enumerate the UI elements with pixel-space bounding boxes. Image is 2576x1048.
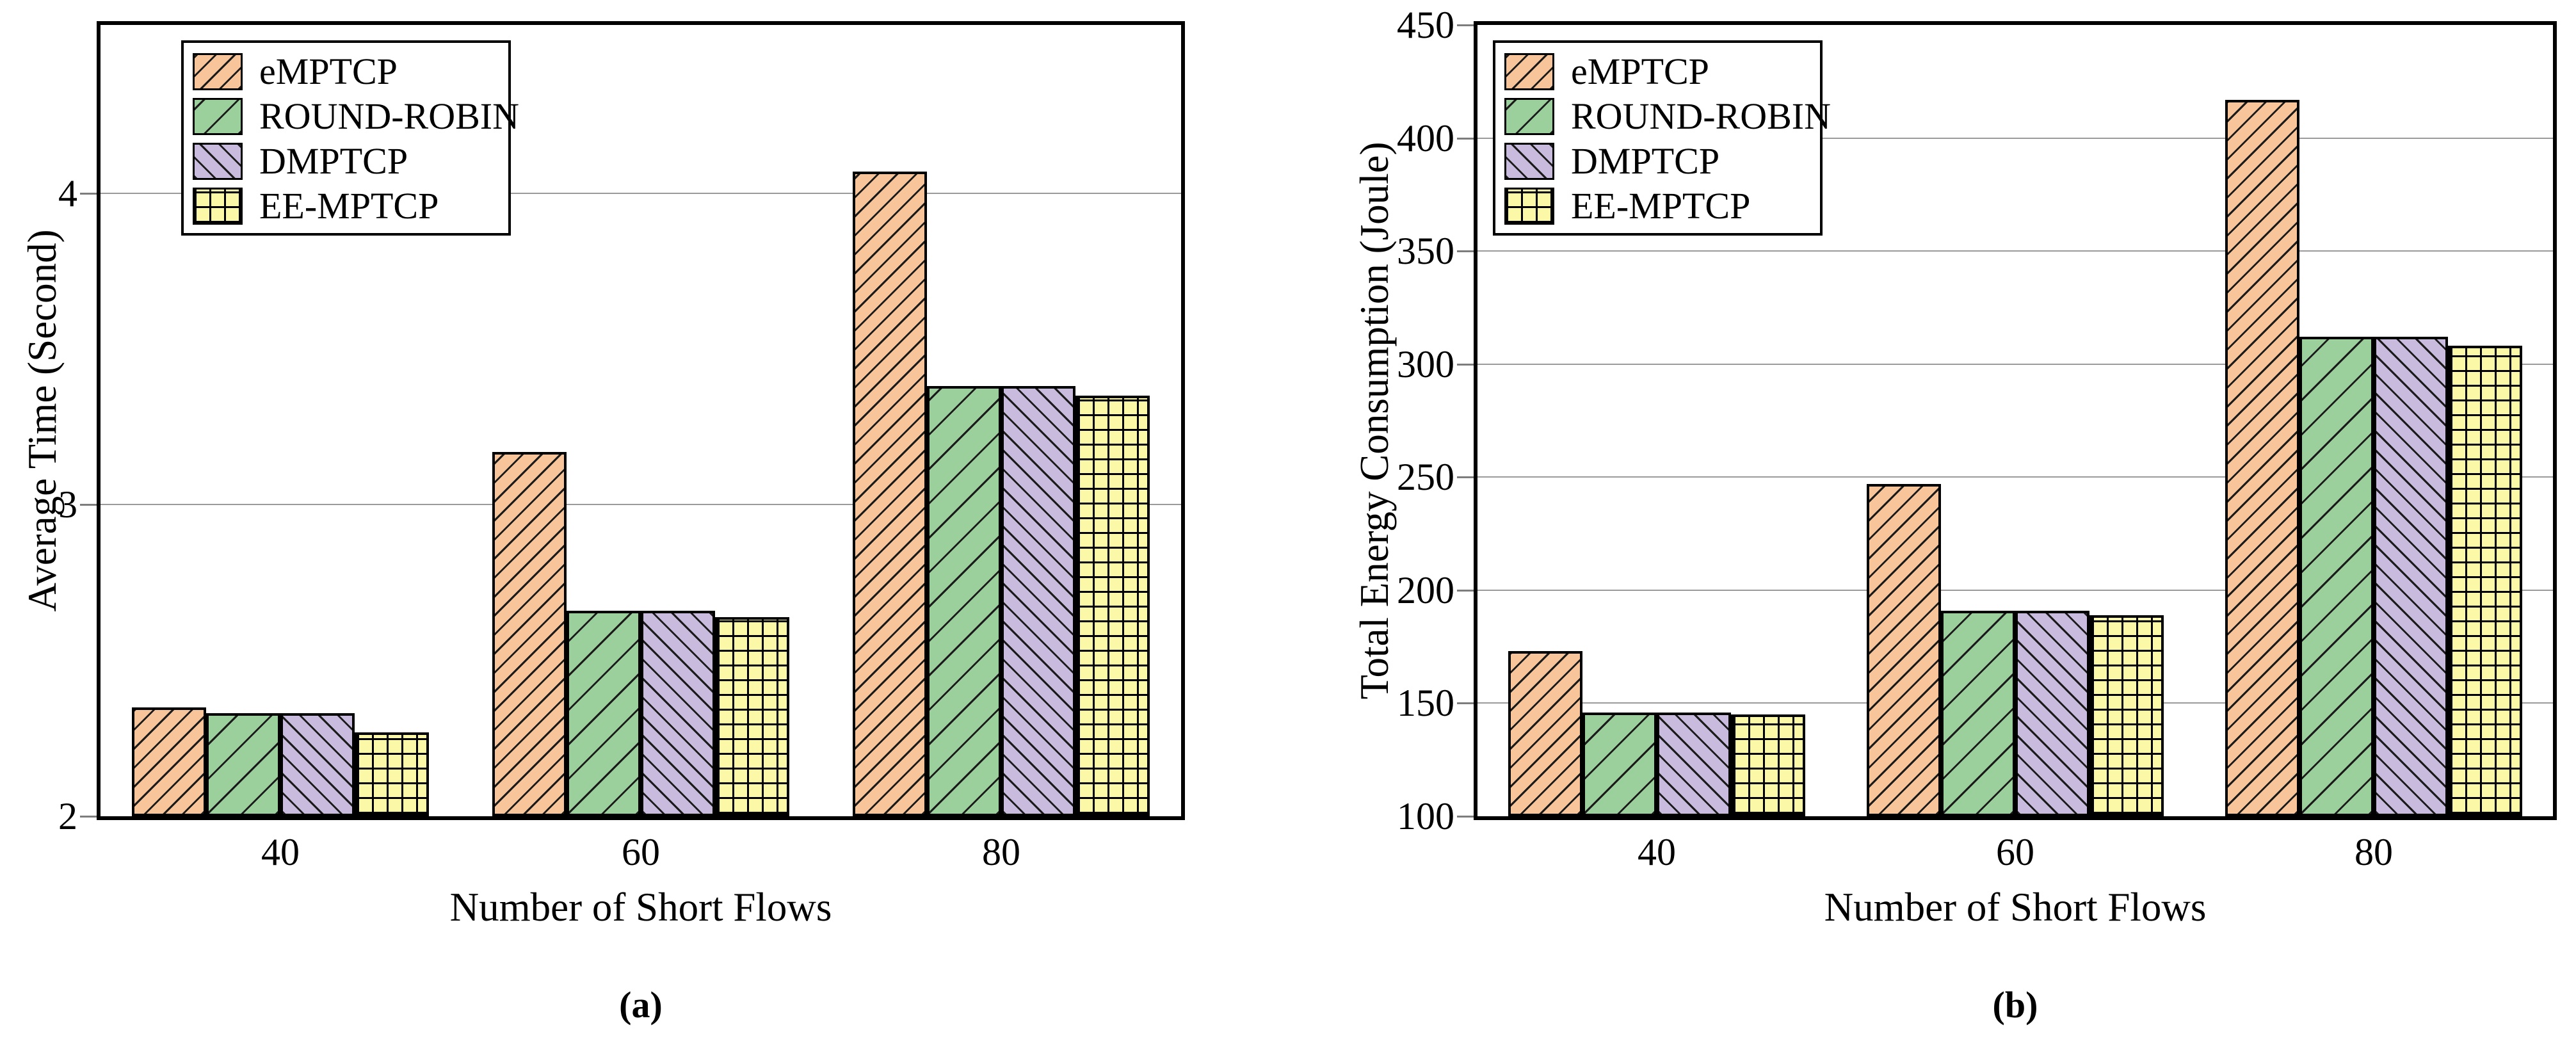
bar-DMPTCP-40	[1657, 713, 1731, 816]
y-tick-mark	[1457, 476, 1474, 479]
legend-label: DMPTCP	[259, 140, 408, 182]
y-tick-mark	[1457, 137, 1474, 140]
y-tick-mark	[80, 192, 97, 195]
bar-EE-MPTCP-40	[355, 732, 429, 816]
legend-item-eMPTCP: eMPTCP	[193, 49, 508, 94]
x-tick-label: 80	[982, 831, 1020, 873]
legend-swatch-icon	[1504, 98, 1554, 135]
y-tick-label: 250	[1397, 456, 1454, 499]
y-tick-mark	[80, 504, 97, 506]
legend-item-ROUND-ROBIN: ROUND-ROBIN	[1504, 94, 1831, 139]
plot-area-a	[97, 21, 1185, 820]
legend-item-ROUND-ROBIN: ROUND-ROBIN	[193, 94, 519, 139]
y-axis-title-a: Average Time (Second)	[20, 229, 65, 612]
bar-ROUND-ROBIN-40	[206, 713, 280, 816]
y-tick-mark	[1457, 702, 1474, 705]
plot-area-b	[1474, 21, 2557, 820]
panel-caption-a: (a)	[619, 984, 663, 1026]
bar-eMPTCP-40	[1508, 651, 1582, 816]
bar-ROUND-ROBIN-80	[2299, 337, 2374, 816]
y-tick-mark	[1457, 816, 1474, 818]
bar-eMPTCP-80	[2225, 100, 2299, 816]
y-tick-mark	[1457, 363, 1474, 366]
legend: eMPTCP ROUND-ROBIN DMPTCP EE-MPTCP	[181, 40, 519, 236]
legend-item-EE-MPTCP: EE-MPTCP	[1504, 184, 1820, 229]
x-tick-label: 40	[1638, 831, 1676, 873]
y-tick-label: 200	[1397, 568, 1454, 611]
legend-label: eMPTCP	[1571, 51, 1709, 92]
x-tick-label: 40	[261, 831, 300, 873]
legend: eMPTCP ROUND-ROBIN DMPTCP EE-MPTCP	[1493, 40, 1831, 236]
legend-label: eMPTCP	[259, 51, 398, 92]
bar-DMPTCP-80	[1001, 386, 1075, 816]
bar-ROUND-ROBIN-60	[1941, 611, 2015, 816]
gridline-y300	[1477, 363, 2553, 365]
y-tick-mark	[1457, 589, 1474, 592]
legend-label: ROUND-ROBIN	[1571, 95, 1831, 137]
legend-swatch-icon	[1504, 143, 1554, 180]
y-tick-label: 2	[58, 795, 77, 837]
bar-DMPTCP-40	[280, 713, 355, 816]
gridline-y400	[1477, 137, 2553, 139]
y-tick-label: 300	[1397, 343, 1454, 385]
legend-swatch-icon	[193, 188, 243, 225]
gridline-y200	[1477, 589, 2553, 591]
legend-label: ROUND-ROBIN	[259, 95, 519, 137]
x-axis-title-a: Number of Short Flows	[449, 885, 832, 930]
x-tick-label: 60	[1996, 831, 2034, 873]
bar-EE-MPTCP-60	[715, 617, 789, 816]
legend-swatch-icon	[1504, 188, 1554, 225]
bar-eMPTCP-60	[1867, 484, 1941, 816]
bar-EE-MPTCP-80	[2448, 346, 2522, 816]
bar-DMPTCP-80	[2374, 337, 2448, 816]
y-tick-mark	[1457, 24, 1474, 26]
bar-ROUND-ROBIN-80	[927, 386, 1001, 816]
y-tick-label: 350	[1397, 230, 1454, 273]
bar-EE-MPTCP-60	[2089, 615, 2164, 816]
bar-eMPTCP-60	[492, 452, 567, 816]
bar-EE-MPTCP-40	[1731, 714, 1805, 816]
y-tick-label: 100	[1397, 795, 1454, 837]
legend-item-DMPTCP: DMPTCP	[193, 139, 508, 184]
legend-swatch-icon	[1504, 53, 1554, 90]
gridline-y4	[101, 192, 1181, 194]
bar-DMPTCP-60	[641, 611, 715, 816]
legend-item-eMPTCP: eMPTCP	[1504, 49, 1820, 94]
x-tick-label: 60	[622, 831, 660, 873]
legend-swatch-icon	[193, 53, 243, 90]
gridline-y250	[1477, 476, 2553, 478]
legend-item-DMPTCP: DMPTCP	[1504, 139, 1820, 184]
gridline-y350	[1477, 250, 2553, 252]
gridline-y3	[101, 504, 1181, 506]
bar-DMPTCP-60	[2015, 611, 2089, 816]
y-tick-mark	[1457, 250, 1474, 253]
x-axis-title-b: Number of Short Flows	[1824, 885, 2207, 930]
legend-label: DMPTCP	[1571, 140, 1720, 182]
bar-EE-MPTCP-80	[1075, 396, 1150, 816]
bar-eMPTCP-80	[853, 172, 927, 816]
x-tick-label: 80	[2355, 831, 2393, 873]
y-tick-mark	[80, 816, 97, 818]
legend-label: EE-MPTCP	[259, 185, 439, 227]
legend-label: EE-MPTCP	[1571, 185, 1751, 227]
y-tick-label: 450	[1397, 4, 1454, 46]
panel-caption-b: (b)	[1992, 984, 2038, 1026]
y-tick-label: 400	[1397, 117, 1454, 159]
bar-ROUND-ROBIN-60	[567, 611, 641, 816]
y-tick-label: 150	[1397, 682, 1454, 725]
legend-swatch-icon	[193, 143, 243, 180]
y-tick-label: 4	[58, 172, 77, 214]
y-tick-label: 3	[58, 483, 77, 526]
bar-ROUND-ROBIN-40	[1582, 713, 1657, 816]
bar-eMPTCP-40	[132, 707, 206, 816]
legend-item-EE-MPTCP: EE-MPTCP	[193, 184, 508, 229]
legend-swatch-icon	[193, 98, 243, 135]
